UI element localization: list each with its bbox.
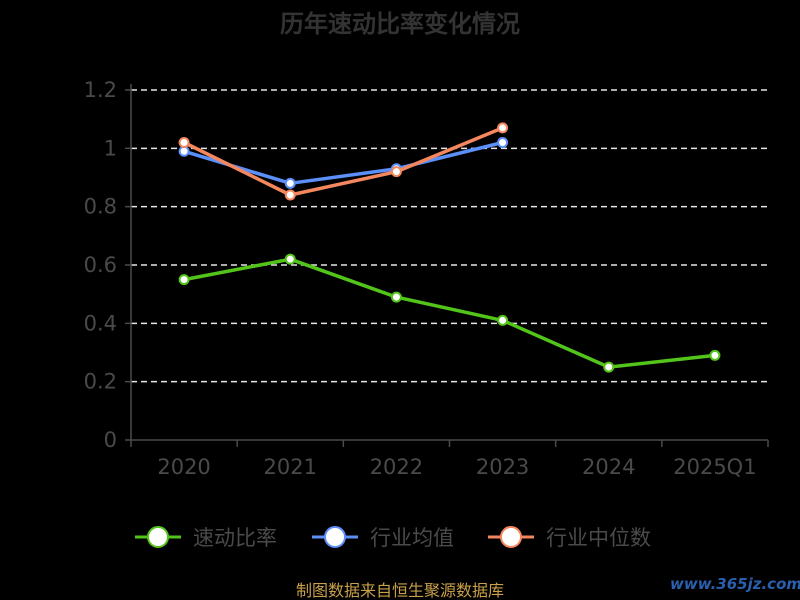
source-note: 制图数据来自恒生聚源数据库 bbox=[296, 581, 504, 600]
legend-label-0: 速动比率 bbox=[193, 526, 277, 550]
legend: 速动比率 行业均值 行业中位数 bbox=[135, 526, 651, 550]
x-tick-label-2023: 2023 bbox=[476, 455, 529, 479]
y-tick-label-3: 0.6 bbox=[84, 253, 117, 277]
y-tick-label-6: 1.2 bbox=[84, 78, 117, 102]
axes: 0 0.2 0.4 0.6 0.8 1 1.2 2020 2021 2022 2023 2024 202… bbox=[84, 78, 769, 479]
series-lines bbox=[178, 122, 721, 373]
legend-item-1: 行业均值 bbox=[312, 526, 454, 550]
data-point-0-2021 bbox=[284, 253, 296, 265]
data-point-2-2020 bbox=[178, 137, 190, 148]
data-point-0-2022 bbox=[390, 291, 402, 303]
y-tick-label-5: 1 bbox=[104, 136, 117, 160]
data-point-2-2021 bbox=[284, 189, 296, 201]
legend-label-2: 行业中位数 bbox=[546, 526, 651, 550]
series-0 bbox=[178, 253, 721, 373]
x-tick-label-2020: 2020 bbox=[157, 455, 210, 479]
x-tick-label-2024: 2024 bbox=[582, 455, 635, 479]
y-tick-label-1: 0.2 bbox=[84, 370, 117, 394]
series-line-0 bbox=[182, 257, 717, 369]
legend-marker-1 bbox=[324, 526, 346, 548]
data-point-0-2025Q1 bbox=[709, 349, 721, 361]
x-tick-label-2025Q1: 2025Q1 bbox=[673, 455, 756, 479]
series-2 bbox=[178, 122, 509, 201]
x-tick-label-2021: 2021 bbox=[264, 455, 317, 479]
data-point-1-2020 bbox=[178, 145, 190, 157]
y-tick-label-2: 0.4 bbox=[84, 311, 117, 335]
data-point-0-2023 bbox=[497, 314, 509, 326]
legend-item-2: 行业中位数 bbox=[488, 526, 651, 550]
data-point-0-2024 bbox=[603, 361, 615, 373]
legend-label-1: 行业均值 bbox=[370, 526, 454, 550]
legend-item-0: 速动比率 bbox=[135, 526, 277, 550]
y-tick-label-4: 0.8 bbox=[84, 195, 117, 219]
legend-marker-0 bbox=[147, 526, 169, 548]
chart-title: 历年速动比率变化情况 bbox=[280, 10, 520, 38]
data-point-2-2023 bbox=[497, 122, 509, 134]
y-tick-label-0: 0 bbox=[104, 428, 117, 452]
grid-lines bbox=[131, 89, 768, 383]
data-point-1-2021 bbox=[284, 177, 296, 189]
data-point-1-2023 bbox=[497, 137, 509, 148]
x-tick-label-2022: 2022 bbox=[370, 455, 423, 479]
series-line-2 bbox=[182, 126, 505, 197]
data-point-0-2020 bbox=[178, 274, 190, 286]
legend-marker-2 bbox=[500, 526, 522, 548]
watermark: www.365jz.com bbox=[670, 575, 800, 593]
data-point-2-2022 bbox=[390, 166, 402, 178]
